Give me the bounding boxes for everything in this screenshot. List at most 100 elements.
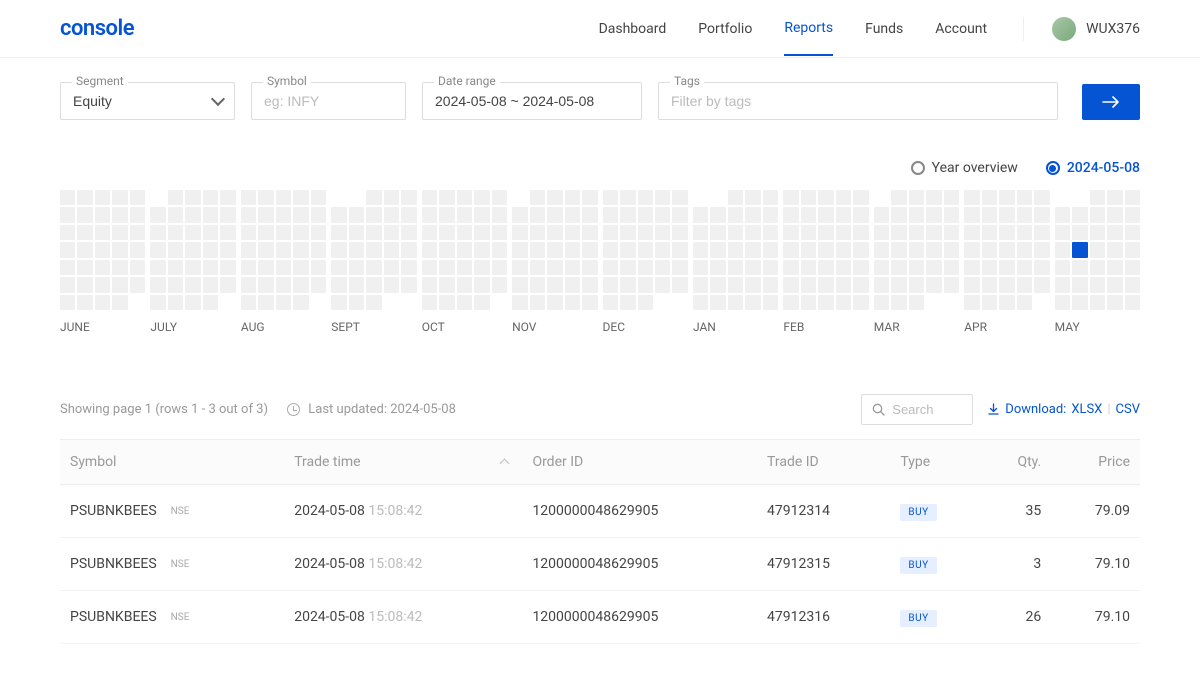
heatmap-day[interactable] [926,207,941,222]
heatmap-day[interactable] [728,260,743,275]
heatmap-day[interactable] [926,260,941,275]
heatmap-day[interactable] [1090,295,1105,310]
heatmap-day[interactable] [185,277,200,292]
heatmap-day[interactable] [77,225,92,240]
heatmap-day[interactable] [220,242,235,257]
heatmap-day[interactable] [349,242,364,257]
heatmap-day[interactable] [150,225,165,240]
heatmap-day[interactable] [909,190,924,205]
heatmap-day[interactable] [95,190,110,205]
heatmap-day[interactable] [655,260,670,275]
heatmap-day[interactable] [926,295,941,310]
heatmap-day[interactable] [693,242,708,257]
heatmap-day[interactable] [1125,260,1140,275]
heatmap-day[interactable] [547,242,562,257]
heatmap-day[interactable] [1034,190,1049,205]
heatmap-day[interactable] [439,260,454,275]
heatmap-day[interactable] [874,295,889,310]
heatmap-day[interactable] [220,225,235,240]
heatmap-day[interactable] [1034,295,1049,310]
col-qty-[interactable]: Qty. [981,440,1051,485]
heatmap-day[interactable] [366,207,381,222]
heatmap-day[interactable] [565,190,580,205]
heatmap-day[interactable] [582,207,597,222]
heatmap-day[interactable] [853,190,868,205]
heatmap-day[interactable] [1034,207,1049,222]
heatmap-day[interactable] [710,225,725,240]
heatmap-day[interactable] [853,260,868,275]
heatmap-day[interactable] [1125,190,1140,205]
heatmap-day[interactable] [95,207,110,222]
heatmap-day[interactable] [655,207,670,222]
heatmap-day[interactable] [168,277,183,292]
heatmap-day[interactable] [331,295,346,310]
heatmap-day[interactable] [293,207,308,222]
nav-account[interactable]: Account [935,21,987,55]
heatmap-day[interactable] [349,225,364,240]
heatmap-day[interactable] [1107,242,1122,257]
heatmap-day[interactable] [366,190,381,205]
heatmap-day[interactable] [909,277,924,292]
heatmap-day[interactable] [891,225,906,240]
heatmap-day[interactable] [836,295,851,310]
heatmap-day[interactable] [836,260,851,275]
heatmap-day[interactable] [401,190,416,205]
heatmap-day[interactable] [95,277,110,292]
heatmap-day[interactable] [1090,277,1105,292]
heatmap-day[interactable] [331,207,346,222]
heatmap-day[interactable] [620,190,635,205]
heatmap-day[interactable] [366,277,381,292]
heatmap-day[interactable] [1125,225,1140,240]
heatmap-day[interactable] [276,295,291,310]
heatmap-day[interactable] [745,277,760,292]
heatmap-day[interactable] [1072,207,1087,222]
heatmap-day[interactable] [999,190,1014,205]
heatmap-day[interactable] [1055,260,1070,275]
heatmap-day[interactable] [672,207,687,222]
heatmap-day[interactable] [638,207,653,222]
heatmap-day[interactable] [512,260,527,275]
heatmap-day[interactable] [349,277,364,292]
heatmap-day[interactable] [944,225,959,240]
heatmap-day[interactable] [241,295,256,310]
heatmap-day[interactable] [964,277,979,292]
heatmap-day[interactable] [130,225,145,240]
heatmap-day[interactable] [655,242,670,257]
heatmap-day[interactable] [241,277,256,292]
heatmap-day[interactable] [203,295,218,310]
heatmap-day[interactable] [909,260,924,275]
heatmap-day[interactable] [582,277,597,292]
heatmap-day[interactable] [1055,277,1070,292]
heatmap-day[interactable] [77,207,92,222]
heatmap-day[interactable] [185,295,200,310]
heatmap-day[interactable] [783,260,798,275]
heatmap-day[interactable] [384,277,399,292]
heatmap-day[interactable] [1072,242,1087,257]
heatmap-day[interactable] [801,260,816,275]
heatmap-day[interactable] [512,242,527,257]
heatmap-day[interactable] [276,277,291,292]
heatmap-day[interactable] [1125,277,1140,292]
apply-filters-button[interactable] [1082,84,1140,120]
heatmap-day[interactable] [944,242,959,257]
heatmap-day[interactable] [745,242,760,257]
heatmap-day[interactable] [530,190,545,205]
heatmap-day[interactable] [530,277,545,292]
heatmap-day[interactable] [693,277,708,292]
heatmap-day[interactable] [547,207,562,222]
heatmap-day[interactable] [582,295,597,310]
heatmap-day[interactable] [582,260,597,275]
heatmap-day[interactable] [241,260,256,275]
heatmap-day[interactable] [150,260,165,275]
heatmap-day[interactable] [258,277,273,292]
heatmap-day[interactable] [565,277,580,292]
heatmap-day[interactable] [672,295,687,310]
logo[interactable]: console [60,16,134,41]
heatmap-day[interactable] [349,260,364,275]
col-trade-time[interactable]: Trade time [284,440,522,485]
col-type[interactable]: Type [890,440,980,485]
heatmap-day[interactable] [311,260,326,275]
heatmap-day[interactable] [783,190,798,205]
heatmap-day[interactable] [763,277,778,292]
heatmap-day[interactable] [745,260,760,275]
